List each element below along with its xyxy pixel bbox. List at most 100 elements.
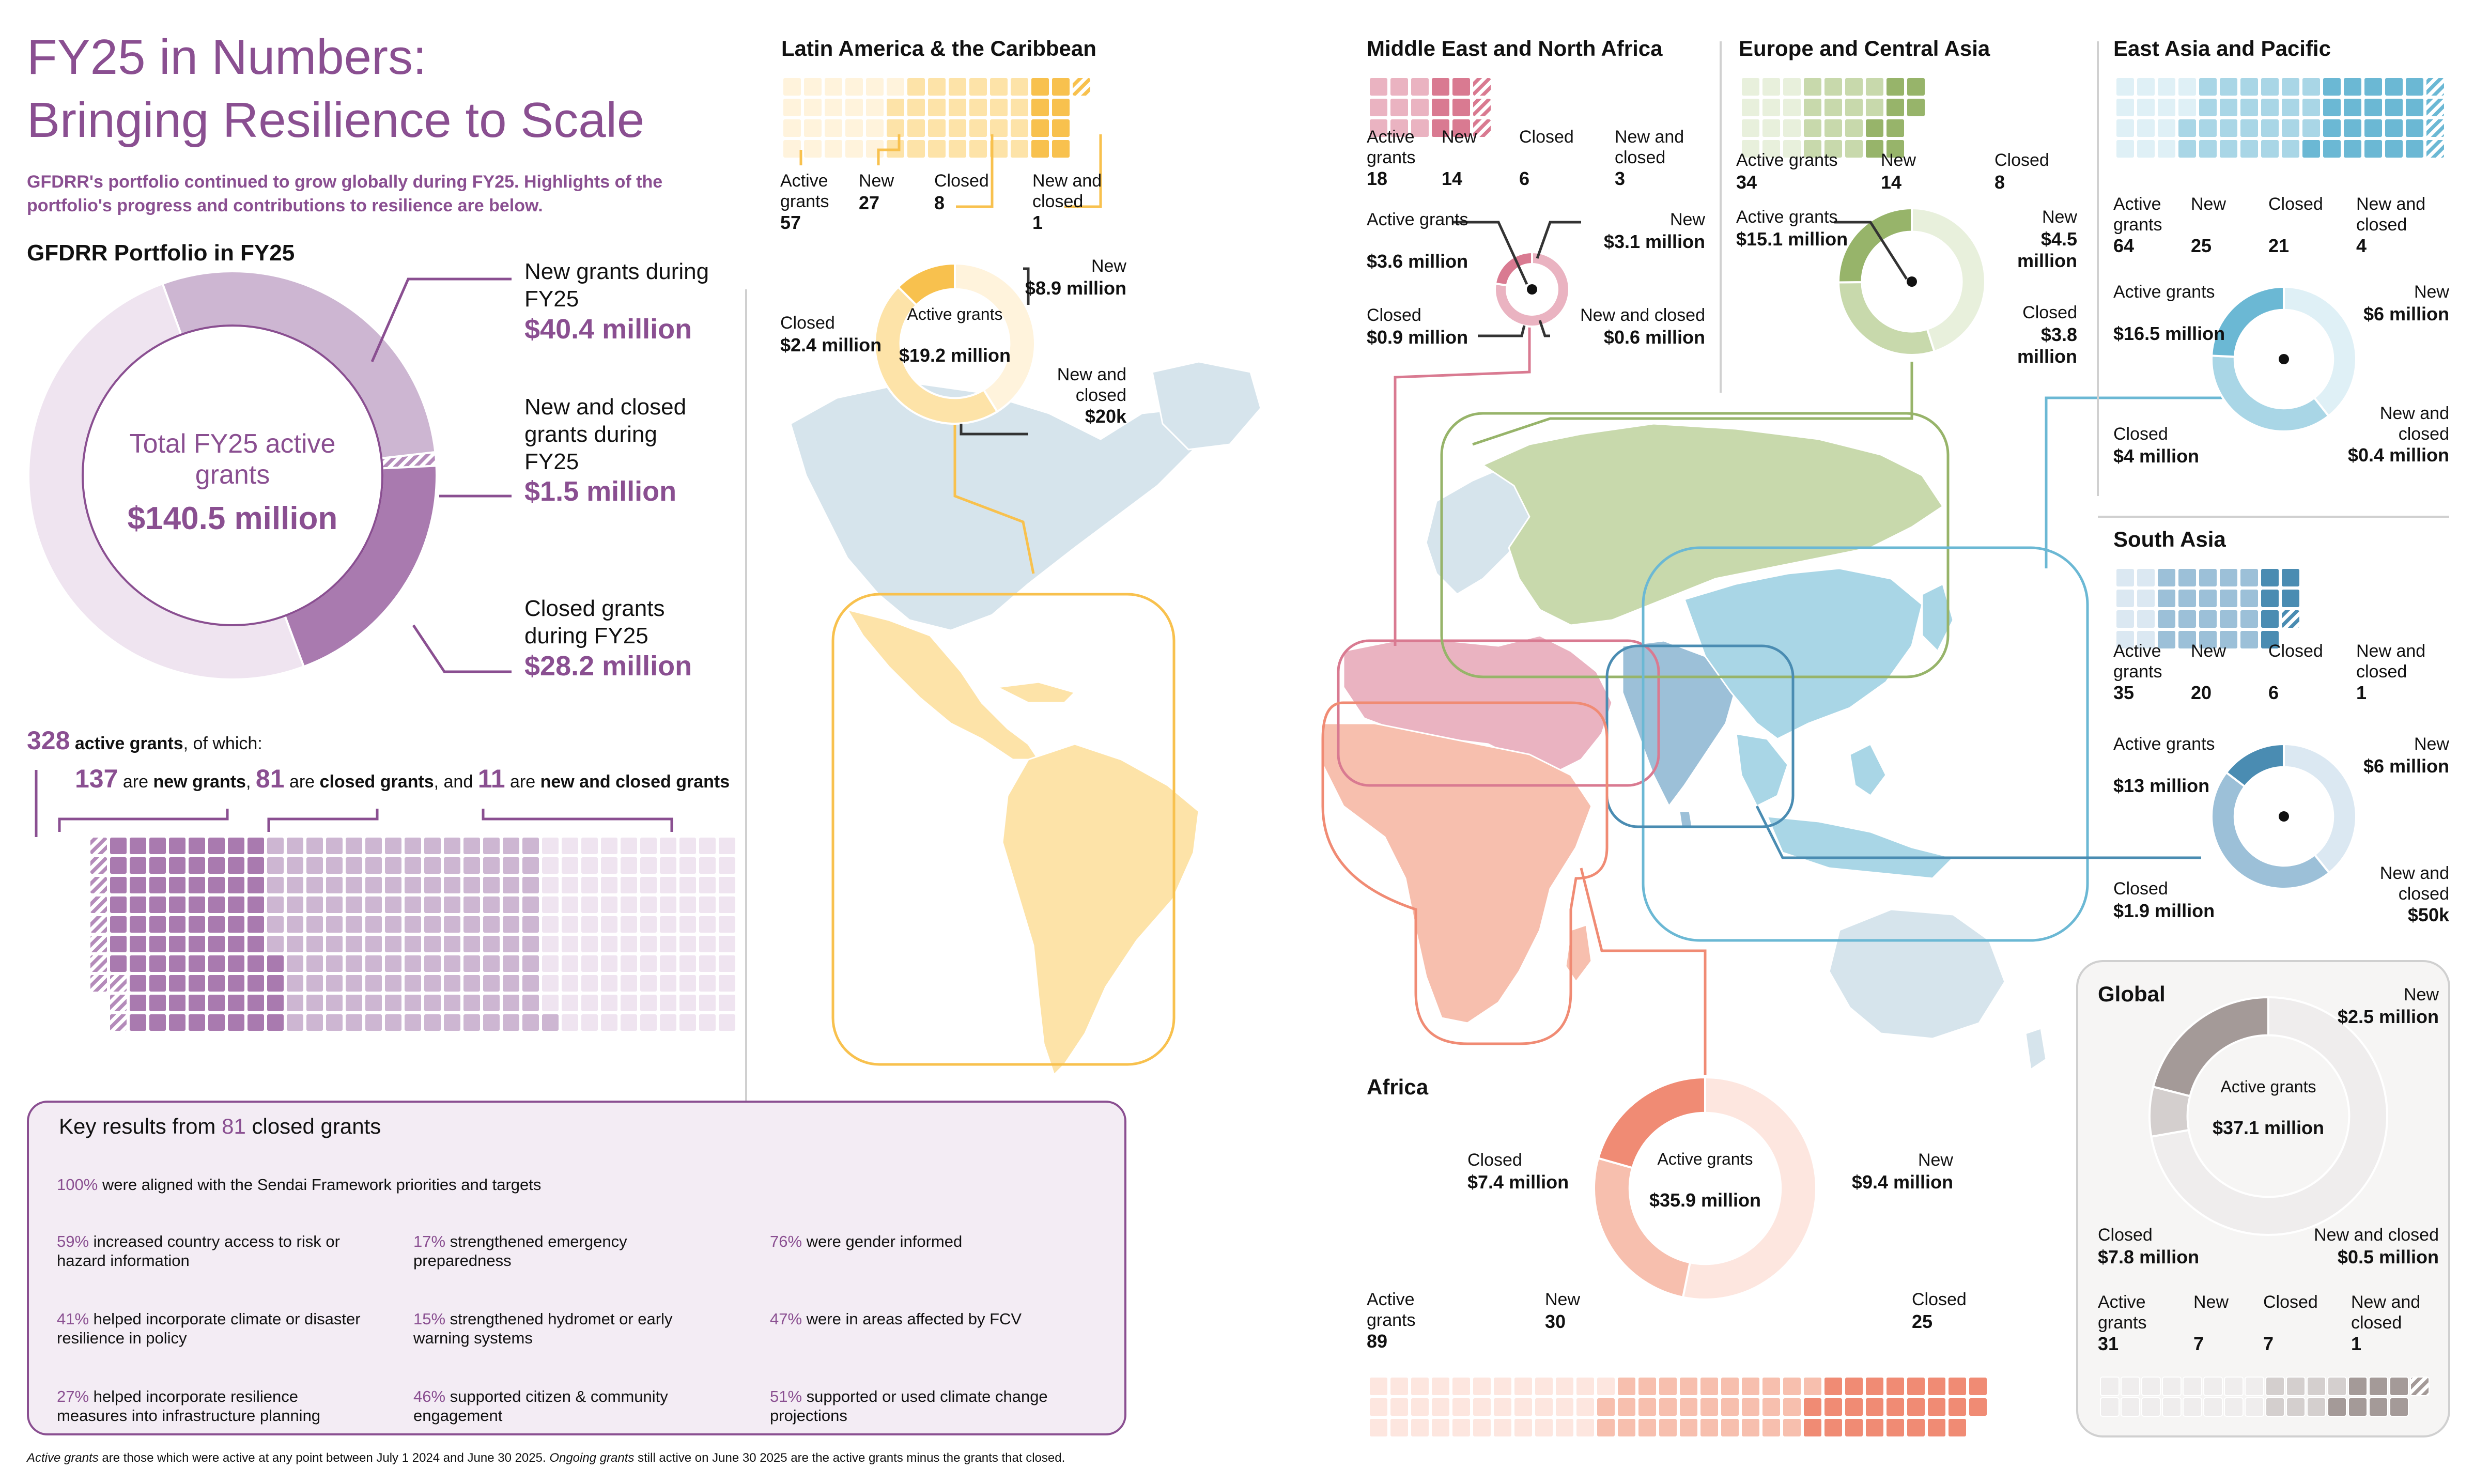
region-waffle-cell-afr	[1513, 1377, 1533, 1396]
region-donut-slice-eca-new	[1837, 281, 1936, 356]
region-waffle-cell-eca	[1741, 77, 1760, 97]
region-waffle-cell-lac	[782, 98, 802, 117]
portfolio-waffle-cell	[227, 856, 245, 875]
region-waffle-cell-lac	[927, 98, 947, 117]
region-waffle-cell-afr	[1513, 1397, 1533, 1417]
portfolio-waffle-cell	[148, 1013, 167, 1032]
region-count-label-sa: Active grants	[2113, 641, 2162, 682]
portfolio-waffle-cell	[443, 876, 461, 894]
region-waffle-cell-lac	[1030, 98, 1050, 117]
portfolio-waffle-cell	[580, 895, 599, 914]
region-waffle-cell-eap	[2219, 118, 2238, 138]
region-donut-value-lac-nc: $20k	[1085, 406, 1126, 427]
portfolio-waffle-cell	[678, 954, 697, 973]
portfolio-waffle-cell	[423, 954, 442, 973]
region-waffle-cell-lac	[1051, 98, 1071, 117]
region-waffle-cell-eap	[2301, 139, 2321, 159]
region-waffle-cell-eap	[2115, 118, 2135, 138]
portfolio-waffle-cell	[384, 895, 403, 914]
region-waffle-cell-eca	[1782, 139, 1802, 159]
result-text: increased country access to risk or haza…	[57, 1232, 340, 1270]
region-waffle-cell-glb	[2224, 1377, 2244, 1396]
portfolio-waffle-cell	[482, 856, 501, 875]
region-waffle-cell-eap	[2384, 77, 2404, 97]
result-item: 17% strengthened emergency preparedness	[413, 1232, 723, 1270]
portfolio-waffle-cell	[345, 1013, 363, 1032]
region-donut-value-lac-closed: $2.4 million	[780, 334, 882, 355]
portfolio-waffle-cell	[325, 954, 344, 973]
region-waffle-cell-eap	[2405, 139, 2424, 159]
region-waffle-cell-lac	[1030, 118, 1050, 138]
region-waffle-cell-afr	[1493, 1397, 1512, 1417]
portfolio-waffle-cell	[188, 974, 206, 993]
region-waffle-cell-eca	[1865, 77, 1884, 97]
portfolio-waffle-cell	[521, 895, 540, 914]
region-count-value-afr: 30	[1545, 1311, 1566, 1332]
region-waffle-bracket-lac	[877, 134, 901, 165]
portfolio-waffle-cell	[423, 837, 442, 855]
portfolio-waffle-cell	[698, 974, 717, 993]
portfolio-waffle-cell	[148, 856, 167, 875]
portfolio-waffle-cell	[129, 876, 147, 894]
region-donut-slice-eca-ongoing	[1911, 207, 1986, 353]
region-waffle-cell-afr	[1679, 1397, 1698, 1417]
portfolio-waffle-cell	[384, 837, 403, 855]
portfolio-waffle-cell	[345, 856, 363, 875]
region-waffle-cell-afr	[1575, 1418, 1595, 1437]
region-waffle-cell-afr	[1389, 1377, 1409, 1396]
region-donut-value-mena-nc: $0.6 million	[1603, 327, 1705, 348]
portfolio-waffle-cell	[521, 1013, 540, 1032]
portfolio-waffle-cell	[109, 954, 128, 973]
portfolio-waffle-cell	[246, 915, 265, 934]
portfolio-waffle-cell	[345, 974, 363, 993]
count-nc-pre: are	[510, 772, 536, 792]
region-count-label-afr: Closed	[1912, 1290, 1967, 1309]
region-donut-value-sa-active: $13 million	[2113, 775, 2210, 796]
portfolio-waffle-cell	[580, 876, 599, 894]
count-new: 137	[75, 764, 118, 793]
region-waffle-cell-mena	[1451, 118, 1471, 138]
portfolio-waffle-cell	[109, 895, 128, 914]
region-waffle-cell-eap	[2177, 98, 2197, 117]
portfolio-waffle-cell	[639, 935, 658, 953]
result-text: supported or used climate change project…	[770, 1387, 1048, 1425]
region-waffle-cell-eap	[2281, 98, 2300, 117]
portfolio-waffle-cell	[482, 915, 501, 934]
portfolio-waffle-cell	[364, 837, 383, 855]
region-waffle-cell-afr	[1761, 1418, 1781, 1437]
region-donut-slice-lac-new	[874, 285, 999, 425]
portfolio-waffle-cell	[227, 837, 245, 855]
portfolio-waffle-cell	[109, 837, 128, 855]
region-waffle-cell-eap	[2239, 139, 2259, 159]
region-waffle-cell-glb	[2183, 1377, 2202, 1396]
region-waffle-cell-mena	[1472, 98, 1492, 117]
portfolio-waffle-cell	[443, 856, 461, 875]
region-waffle-cell-afr	[1451, 1418, 1471, 1437]
portfolio-waffle-cell	[188, 954, 206, 973]
region-waffle-cell-glb	[2327, 1377, 2347, 1396]
region-waffle-cell-mena	[1389, 77, 1409, 97]
region-waffle-cell-sa	[2177, 568, 2197, 588]
key-results-heading-post: closed grants	[252, 1114, 381, 1138]
region-waffle-cell-afr	[1617, 1418, 1636, 1437]
portfolio-waffle-cell	[266, 876, 285, 894]
region-waffle-cell-eap	[2384, 139, 2404, 159]
portfolio-waffle-cell	[305, 837, 324, 855]
region-waffle-cell-lac	[803, 118, 823, 138]
region-donut-label-eap-active: Active grants	[2113, 282, 2215, 302]
region-count-value-eca: 14	[1881, 172, 1902, 193]
portfolio-waffle-cell	[541, 856, 560, 875]
region-waffle-cell-mena	[1369, 77, 1388, 97]
region-waffle-cell-sa	[2115, 568, 2135, 588]
portfolio-waffle-cell	[227, 1013, 245, 1032]
portfolio-waffle-cell	[659, 915, 677, 934]
portfolio-waffle-cell	[404, 895, 422, 914]
result-item: 15% strengthened hydromet or early warni…	[413, 1309, 723, 1348]
region-donut-dot-eap	[2279, 354, 2289, 364]
portfolio-waffle-cell	[305, 856, 324, 875]
portfolio-waffle-cell	[620, 837, 638, 855]
region-waffle-cell-sa	[2136, 609, 2156, 629]
region-waffle-cell-eap	[2239, 98, 2259, 117]
region-waffle-cell-eap	[2157, 77, 2176, 97]
region-waffle-cell-eap	[2322, 77, 2342, 97]
